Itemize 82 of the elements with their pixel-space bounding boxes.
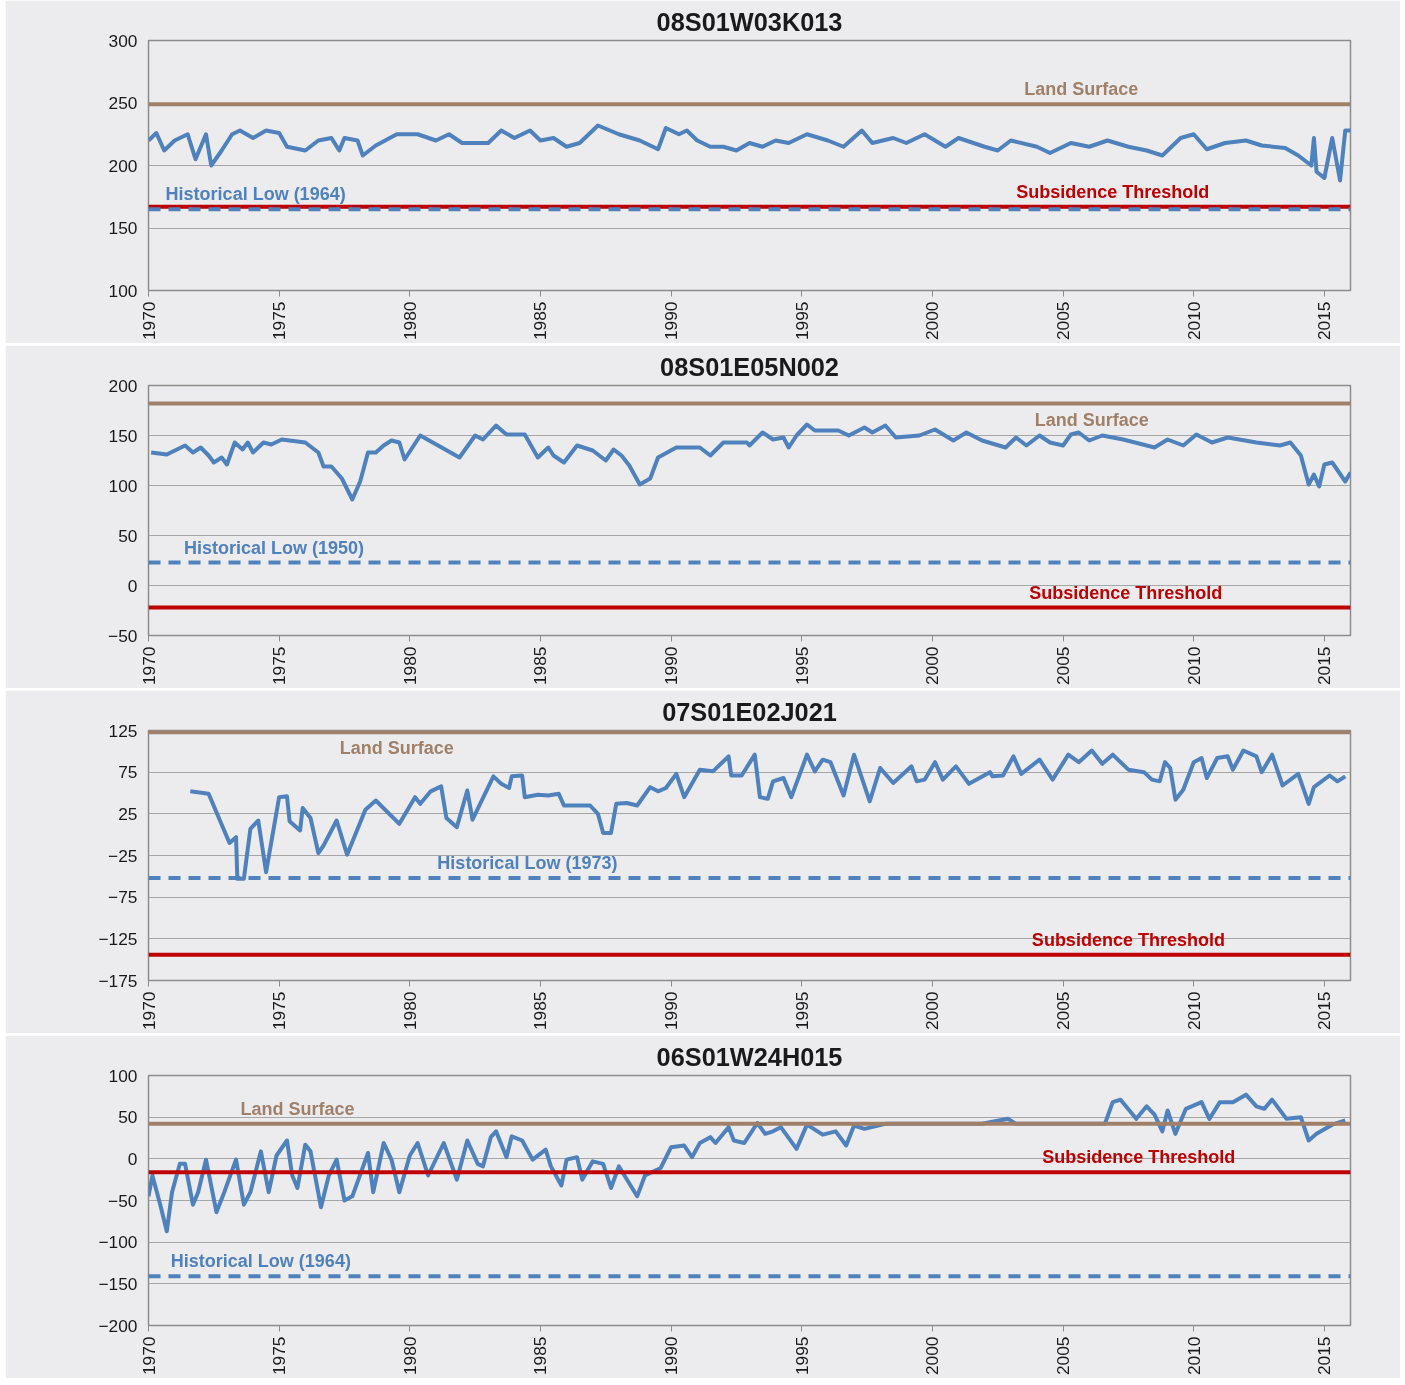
ref-line-label: Land Surface [339, 738, 454, 759]
y-tick-label: −75 [108, 887, 138, 908]
y-tick-label: 50 [118, 525, 138, 546]
chart-title: 06S01W24H015 [656, 1042, 843, 1071]
y-tick-label: 50 [118, 1107, 138, 1128]
y-tick-label: −125 [98, 928, 138, 949]
x-tick-label: 1985 [530, 301, 551, 341]
chart-title: 07S01E02J021 [662, 697, 837, 726]
y-tick-label: 100 [108, 280, 138, 301]
x-tick-label: 1980 [399, 991, 420, 1031]
x-tick-label: 2005 [1053, 646, 1074, 686]
ref-line-label: Subsidence Threshold [1016, 181, 1210, 202]
y-tick-label: 100 [108, 475, 138, 496]
x-tick-label: 2015 [1314, 1336, 1335, 1376]
y-tick-label: −50 [108, 625, 138, 646]
ref-line-label: Land Surface [240, 1098, 355, 1119]
x-tick-label: 1995 [791, 991, 812, 1031]
x-tick-label: 1980 [399, 1336, 420, 1376]
y-tick-label: −100 [98, 1232, 138, 1253]
y-tick-label: 75 [118, 762, 138, 783]
x-tick-label: 2010 [1183, 991, 1204, 1031]
x-tick-label: 1995 [791, 301, 812, 341]
ref-line-label: Subsidence Threshold [1031, 929, 1225, 950]
x-tick-label: 1985 [530, 991, 551, 1031]
ref-line-label: Land Surface [1034, 409, 1149, 430]
y-tick-label: 125 [108, 720, 138, 741]
x-tick-label: 1975 [269, 646, 290, 686]
x-tick-label: 1970 [138, 301, 159, 341]
x-tick-label: 2005 [1053, 301, 1074, 341]
chart-title: 08S01E05N002 [660, 352, 839, 381]
x-tick-label: 1975 [269, 1336, 290, 1376]
x-tick-label: 2000 [922, 646, 943, 686]
x-tick-label: 2000 [922, 301, 943, 341]
chart-title: 08S01W03K013 [656, 7, 843, 36]
y-tick-label: 0 [127, 575, 138, 596]
x-tick-label: 2015 [1314, 646, 1335, 686]
x-tick-label: 2010 [1183, 301, 1204, 341]
x-tick-label: 2015 [1314, 991, 1335, 1031]
x-tick-label: 1970 [138, 646, 159, 686]
y-tick-label: −200 [98, 1315, 138, 1336]
x-tick-label: 1990 [661, 1336, 682, 1376]
y-tick-label: 150 [108, 218, 138, 238]
y-tick-label: −50 [108, 1190, 138, 1211]
x-tick-label: 2005 [1053, 991, 1074, 1031]
x-tick-label: 1990 [661, 991, 682, 1031]
y-tick-label: 25 [118, 803, 138, 824]
x-tick-label: 1975 [269, 301, 290, 341]
ref-line-label: Subsidence Threshold [1042, 1147, 1236, 1168]
x-tick-label: 1975 [269, 991, 290, 1031]
y-tick-label: −175 [98, 970, 138, 991]
y-tick-label: 200 [108, 155, 138, 176]
x-tick-label: 1995 [791, 1336, 812, 1376]
ref-line-label: Historical Low (1964) [170, 1251, 351, 1272]
x-tick-label: 1985 [530, 1336, 551, 1376]
x-tick-label: 1970 [138, 1336, 159, 1376]
y-tick-label: 150 [108, 425, 138, 446]
x-tick-label: 2005 [1053, 1336, 1074, 1376]
y-tick-label: −150 [98, 1273, 138, 1294]
x-tick-label: 1995 [791, 646, 812, 686]
y-tick-label: −25 [108, 845, 138, 866]
line-series [148, 123, 1351, 183]
ref-line-label: Historical Low (1950) [183, 537, 364, 558]
y-tick-label: 200 [108, 375, 138, 396]
ref-line-label: Subsidence Threshold [1029, 582, 1223, 603]
x-tick-label: 2015 [1314, 301, 1335, 341]
x-tick-label: 1980 [399, 301, 420, 341]
ref-line-label: Land Surface [1024, 79, 1139, 100]
y-tick-label: 100 [108, 1065, 138, 1086]
x-tick-label: 1985 [530, 646, 551, 686]
x-tick-label: 2010 [1183, 646, 1204, 686]
x-tick-label: 1970 [138, 991, 159, 1031]
x-tick-label: 2010 [1183, 1336, 1204, 1376]
x-tick-label: 1980 [399, 646, 420, 686]
x-tick-label: 1990 [661, 646, 682, 686]
y-tick-label: 0 [127, 1148, 138, 1169]
x-tick-label: 1990 [661, 301, 682, 341]
ref-line-label: Historical Low (1964) [165, 184, 346, 205]
ref-line-label: Historical Low (1973) [437, 853, 618, 873]
y-tick-label: 300 [108, 30, 138, 51]
y-tick-label: 250 [108, 93, 138, 113]
x-tick-label: 2000 [922, 991, 943, 1031]
x-tick-label: 2000 [922, 1336, 943, 1376]
